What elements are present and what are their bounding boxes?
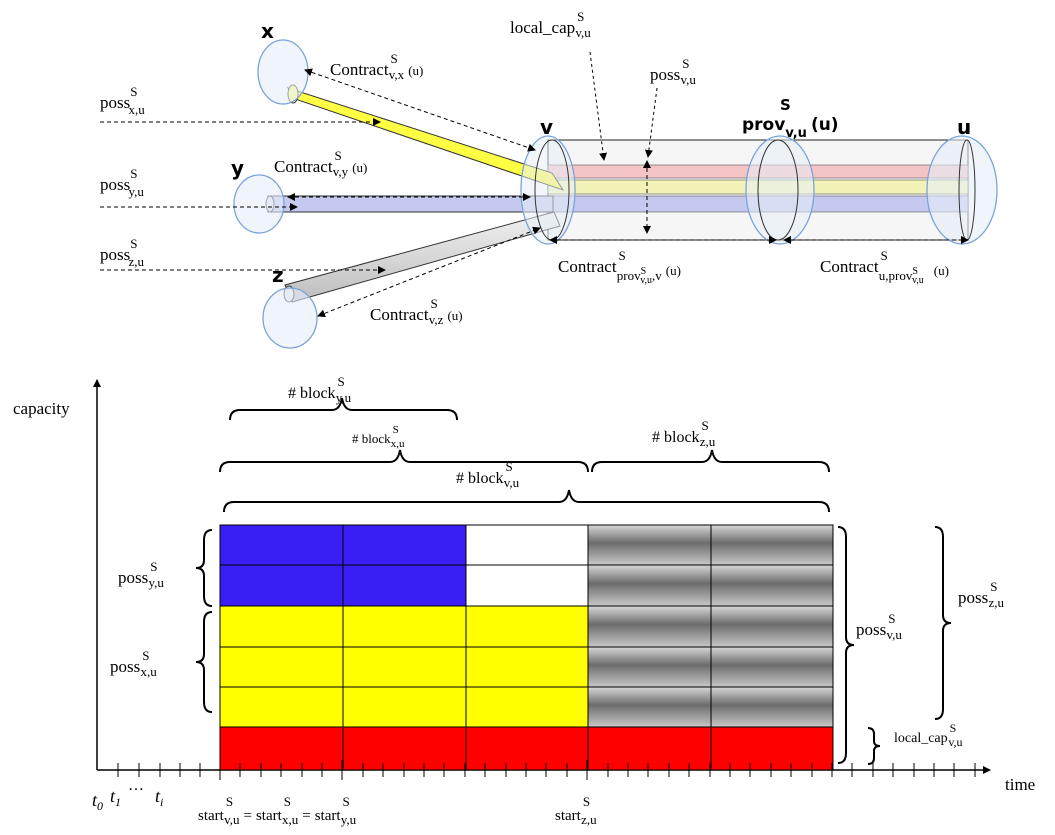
contract-vx-label: ContractS v,x (u) bbox=[330, 51, 423, 82]
pipe-y-to-v bbox=[267, 195, 554, 213]
node-z-label: z bbox=[272, 263, 284, 287]
brace-block-xu bbox=[219, 449, 589, 473]
block-grey bbox=[587, 605, 712, 648]
node-u-label: u bbox=[957, 115, 971, 139]
block-grey bbox=[710, 686, 834, 728]
contract-vx-arrow bbox=[304, 68, 536, 152]
contract-vy-label: ContractS v,y (u) bbox=[274, 148, 367, 179]
tick-label-t1: t1 bbox=[110, 786, 121, 809]
block-yellow bbox=[219, 686, 344, 728]
block-yellow bbox=[342, 686, 467, 728]
block-white bbox=[465, 524, 589, 566]
local-cap-arrow bbox=[589, 51, 608, 161]
block-grey bbox=[710, 646, 834, 688]
brace-poss-xu bbox=[195, 611, 213, 713]
brace-block-zu bbox=[591, 449, 830, 473]
block-grey bbox=[587, 686, 712, 728]
node-prov-inner bbox=[757, 139, 799, 241]
prov-label: provv,u (u) bbox=[742, 115, 839, 141]
contract-prov-v-label: ContractS provS v,u,v (u) bbox=[558, 248, 681, 286]
brace-poss-vu bbox=[837, 526, 855, 764]
node-y-label: y bbox=[231, 156, 244, 180]
block-white bbox=[465, 564, 589, 607]
block-grey bbox=[710, 605, 834, 648]
node-x-label: x bbox=[261, 19, 274, 43]
poss-zu-label: possS z,u bbox=[100, 236, 144, 269]
brace-poss-zu bbox=[934, 526, 952, 720]
contract-u-prov-label: ContractS u,provS v,u(u) bbox=[820, 248, 949, 286]
node-u bbox=[926, 135, 998, 245]
brace-local-cap bbox=[867, 727, 881, 765]
pipe-z-to-v bbox=[284, 211, 561, 303]
poss-yu-side-label: possS y,u bbox=[118, 559, 164, 590]
start-equation-label: startS v,u = startS x,u = startS y,u bbox=[198, 794, 357, 827]
block-blue bbox=[342, 524, 467, 566]
start-zu-label: startS z,u bbox=[555, 794, 597, 827]
local-cap-side-label: local_capS v,u bbox=[894, 721, 963, 749]
block-red bbox=[342, 726, 467, 771]
x-axis-label: time bbox=[1005, 775, 1035, 794]
brace-block-yu bbox=[229, 397, 458, 421]
block-red bbox=[710, 726, 834, 771]
block-yellow bbox=[465, 646, 589, 688]
poss-yu-label: possS y,u bbox=[100, 166, 144, 199]
poss-xu-side-label: possS x,u bbox=[110, 648, 157, 679]
prov-sup: S bbox=[780, 96, 791, 114]
block-grey bbox=[587, 564, 712, 607]
block-blue bbox=[219, 564, 344, 607]
capacity-chart: capacity time bbox=[13, 374, 1035, 827]
brace-block-vu bbox=[223, 489, 830, 513]
block-grey bbox=[587, 646, 712, 688]
block-zu-label: # blockS z,u bbox=[652, 418, 716, 449]
block-yellow bbox=[465, 605, 589, 648]
block-grey bbox=[710, 564, 834, 607]
tick-label-ti: ti bbox=[155, 786, 163, 809]
block-red bbox=[219, 726, 344, 771]
block-yellow bbox=[342, 605, 467, 648]
x-axis-ticks bbox=[117, 760, 976, 780]
block-yellow bbox=[219, 605, 344, 648]
node-prov bbox=[745, 135, 815, 245]
poss-vu-top-label: possS v,u bbox=[650, 56, 696, 87]
block-yellow bbox=[465, 686, 589, 728]
block-grey bbox=[710, 524, 834, 566]
y-axis-label: capacity bbox=[13, 399, 70, 418]
contract-vz-arrow bbox=[317, 226, 541, 318]
block-red bbox=[587, 726, 712, 771]
poss-xu-label: possS x,u bbox=[100, 84, 145, 117]
block-vu-label: # blockS v,u bbox=[456, 459, 520, 490]
contract-vz-label: ContractS v,z (u) bbox=[370, 296, 463, 327]
local-cap-top-label: local_capS v,u bbox=[510, 9, 591, 40]
block-blue bbox=[219, 524, 344, 566]
block-grey bbox=[587, 524, 712, 566]
block-xu-label: # blockS x,u bbox=[352, 424, 405, 450]
node-z bbox=[262, 287, 318, 349]
node-x bbox=[257, 39, 309, 105]
poss-vu-side-label: possS v,u bbox=[856, 611, 902, 642]
pipe-network: x y z v u provv,u (u) S possS x,u possS y,u… bbox=[100, 9, 998, 349]
block-red bbox=[465, 726, 589, 771]
block-yellow bbox=[342, 646, 467, 688]
node-v-label: v bbox=[540, 115, 553, 139]
block-yu-label: # blockS y,u bbox=[288, 374, 352, 405]
node-y bbox=[233, 174, 285, 234]
tick-label-t0: t0 bbox=[92, 790, 103, 813]
node-v bbox=[520, 135, 576, 245]
block-grid bbox=[219, 524, 834, 771]
block-blue bbox=[342, 564, 467, 607]
brace-poss-yu bbox=[195, 529, 213, 607]
tick-label-dots: … bbox=[128, 777, 144, 794]
poss-zu-side-label: possS z,u bbox=[958, 579, 1004, 610]
block-yellow bbox=[219, 646, 344, 688]
